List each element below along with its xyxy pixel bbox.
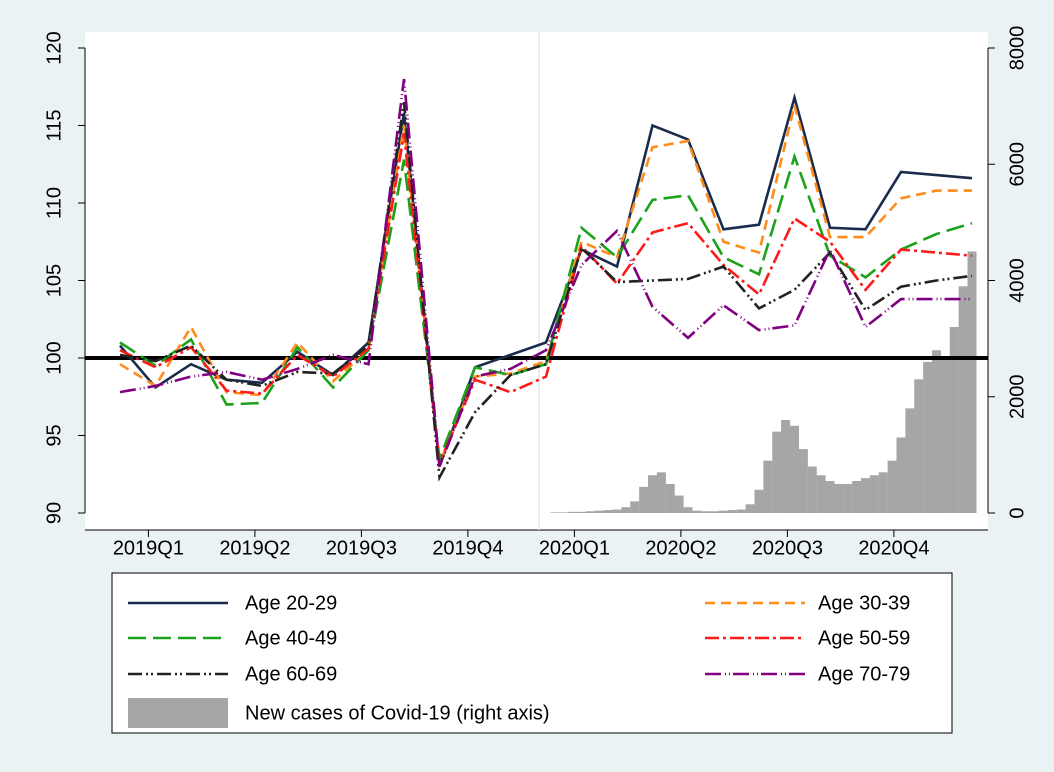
case-bar [656, 472, 666, 513]
y-tick-label: 90 [43, 502, 65, 524]
x-tick-label: 2019Q4 [432, 537, 503, 559]
legend-box [111, 572, 953, 734]
legend-label: Age 20-29 [245, 592, 337, 614]
case-bar [754, 489, 764, 513]
case-bar [630, 501, 640, 513]
case-bar [674, 495, 684, 513]
case-bar [603, 510, 613, 513]
case-bar [559, 512, 569, 513]
case-bar [940, 356, 950, 513]
case-bar [550, 512, 560, 513]
x-tick-label: 2019Q2 [219, 537, 290, 559]
case-bar [932, 350, 941, 513]
case-bar [896, 437, 906, 513]
case-bar [869, 475, 879, 513]
y2-tick-label: 6000 [1006, 142, 1028, 187]
case-bar [852, 481, 862, 513]
case-bar [807, 466, 817, 513]
x-tick-label: 2020Q3 [752, 537, 823, 559]
case-bar [923, 361, 933, 513]
case-bar [639, 486, 649, 513]
y-tick-label: 110 [43, 187, 65, 219]
case-bar [683, 507, 693, 513]
series-line [119, 78, 972, 467]
y2-tick-label: 4000 [1006, 258, 1028, 303]
x-tick-label: 2020Q1 [539, 537, 610, 559]
case-bar [914, 379, 924, 513]
legend-label: Age 60-69 [245, 663, 337, 685]
case-bar [861, 478, 870, 513]
legend-label: Age 70-79 [818, 663, 910, 685]
case-bar [568, 511, 578, 513]
case-bar [648, 475, 657, 513]
case-bar [967, 251, 977, 513]
x-tick-label: 2019Q1 [113, 537, 184, 559]
legend-label: Age 50-59 [818, 627, 910, 649]
case-bar [781, 420, 791, 513]
case-bar [585, 511, 595, 513]
case-bar [905, 408, 915, 513]
y-tick-label: 95 [43, 424, 65, 446]
y-tick-label: 115 [43, 110, 65, 142]
y-tick-label: 105 [43, 264, 65, 297]
legend-swatch [128, 698, 228, 728]
legend-label: Age 40-49 [245, 627, 337, 649]
series-line [119, 105, 972, 464]
series-line [119, 92, 973, 467]
x-tick-label: 2020Q4 [858, 537, 929, 559]
case-bar [612, 509, 622, 513]
case-bar [887, 460, 897, 513]
case-bar [834, 483, 844, 513]
legend-label: New cases of Covid-19 (right axis) [245, 702, 550, 724]
case-bar [843, 483, 853, 513]
case-bar [621, 507, 631, 513]
y2-tick-label: 2000 [1006, 375, 1028, 420]
case-bar [710, 511, 720, 513]
x-tick-label: 2019Q3 [326, 537, 397, 559]
case-bar [719, 510, 728, 513]
series-line [119, 152, 973, 460]
case-bar [701, 511, 711, 513]
case-bar [949, 327, 959, 513]
y2-tick-label: 8000 [1006, 26, 1028, 71]
y-tick-label: 100 [43, 341, 65, 374]
case-bar [816, 475, 826, 513]
case-bar [745, 504, 755, 513]
case-bar [878, 472, 888, 513]
case-bar [772, 431, 782, 513]
legend-label: Age 30-39 [818, 592, 910, 614]
case-bar [736, 509, 746, 513]
case-bar [798, 449, 808, 513]
case-bar [692, 510, 702, 513]
case-bar [577, 511, 586, 513]
case-bar [727, 510, 737, 513]
series-line [119, 133, 973, 469]
y2-tick-label: 0 [1006, 507, 1028, 518]
case-bar [958, 286, 968, 513]
case-bar [665, 483, 675, 513]
x-tick-label: 2020Q2 [645, 537, 716, 559]
case-bar [790, 425, 799, 513]
case-bar [594, 510, 604, 513]
y-tick-label: 120 [43, 31, 65, 64]
case-bar [825, 481, 835, 513]
case-bar [763, 460, 773, 513]
plot-area [85, 32, 988, 530]
